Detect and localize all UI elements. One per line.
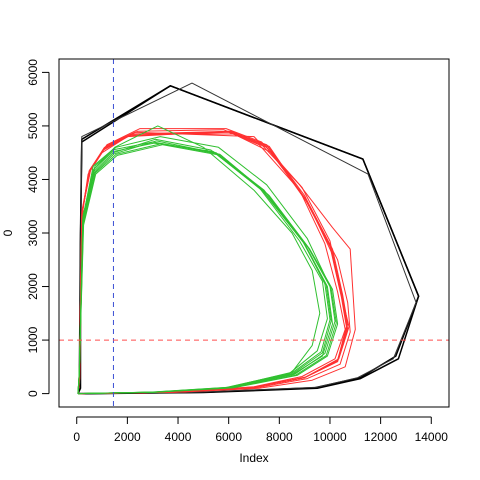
- x-tick-label: 14000: [415, 430, 449, 444]
- series-line-4: [77, 130, 349, 395]
- series-layer: [77, 82, 420, 395]
- x-tick-label: 12000: [364, 430, 398, 444]
- y-tick-label: 4000: [26, 166, 40, 193]
- x-axis-title: Index: [239, 451, 268, 465]
- x-axis: 0 2000 4000 6000 8000 10000 12000 14000: [73, 416, 449, 444]
- y-tick-label: 6000: [26, 59, 40, 86]
- series-line-7: [77, 131, 349, 395]
- series-line-19: [77, 143, 337, 395]
- series-line-15: [77, 136, 336, 395]
- series-line-10: [77, 128, 350, 395]
- y-tick-label: 0: [26, 390, 40, 397]
- x-tick-label: 2000: [114, 430, 141, 444]
- series-line-18: [77, 140, 332, 395]
- x-tick-label: 0: [73, 430, 80, 444]
- plot-border: [58, 58, 450, 408]
- y-tick-label: 2000: [26, 273, 40, 300]
- reference-lines: [59, 59, 449, 407]
- y-tick-label: 1000: [26, 326, 40, 353]
- series-line-1: [77, 85, 420, 395]
- y-tick-label: 3000: [26, 219, 40, 246]
- series-line-5: [77, 133, 351, 395]
- series-line-17: [77, 144, 339, 395]
- x-tick-label: 4000: [165, 430, 192, 444]
- y-axis-title: 0: [1, 229, 15, 236]
- x-tick-label: 6000: [215, 430, 242, 444]
- x-tick-label: 8000: [266, 430, 293, 444]
- x-tick-label: 10000: [313, 430, 347, 444]
- series-line-11: [77, 131, 348, 395]
- series-line-3: [77, 82, 417, 395]
- series-line-2: [77, 85, 420, 395]
- y-axis: 0 1000 2000 3000 4000 5000 6000: [26, 59, 50, 397]
- y-tick-label: 5000: [26, 112, 40, 139]
